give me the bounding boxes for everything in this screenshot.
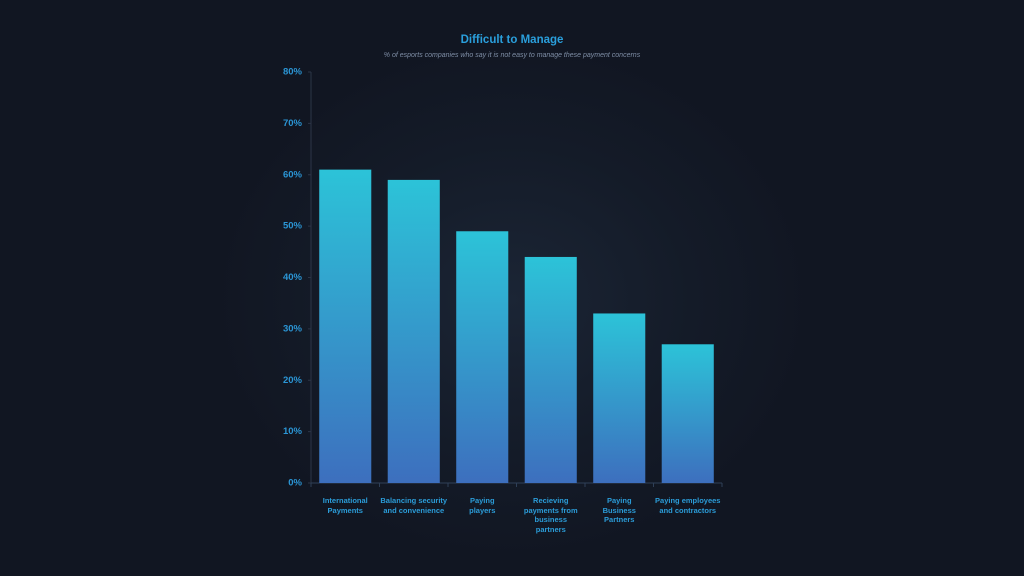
bar xyxy=(593,313,646,483)
x-tick-label: Paying employees and contractors xyxy=(655,496,721,515)
bar xyxy=(387,179,440,483)
x-tick-label: Balancing security and convenience xyxy=(380,496,448,515)
x-tick-label: Recieving payments from business partner… xyxy=(523,496,578,534)
x-tick-label: International Payments xyxy=(322,496,368,515)
bar xyxy=(524,256,577,483)
y-tick-label: 70% xyxy=(283,118,303,129)
y-tick-label: 50% xyxy=(283,221,303,232)
y-tick-label: 40% xyxy=(283,272,303,283)
bar xyxy=(661,344,714,483)
chart-title: Difficult to Manage xyxy=(461,34,564,46)
y-tick-label: 0% xyxy=(288,478,302,489)
chart-subtitle: % of esports companies who say it is not… xyxy=(384,52,641,59)
y-tick-label: 30% xyxy=(283,323,303,334)
x-tick-label: Paying players xyxy=(469,496,496,515)
y-tick-label: 20% xyxy=(283,375,303,386)
y-tick-label: 80% xyxy=(283,67,303,78)
y-tick-label: 10% xyxy=(283,426,303,437)
x-tick-label: Paying Business Partners xyxy=(602,496,636,524)
bar xyxy=(319,169,372,484)
bar xyxy=(456,231,509,483)
y-tick-label: 60% xyxy=(283,169,303,180)
